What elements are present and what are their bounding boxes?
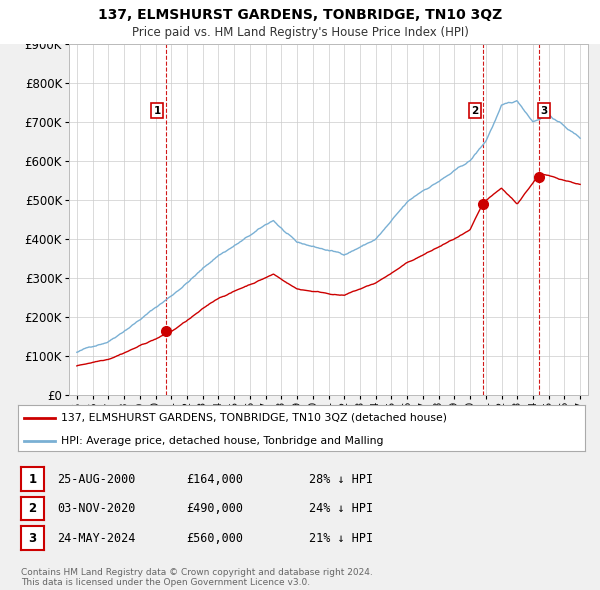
Text: 3: 3 xyxy=(28,532,37,545)
Text: 25-AUG-2000: 25-AUG-2000 xyxy=(57,473,136,486)
Text: 1: 1 xyxy=(28,473,37,486)
Text: 1: 1 xyxy=(154,106,161,116)
Text: 21% ↓ HPI: 21% ↓ HPI xyxy=(309,532,373,545)
Text: 24% ↓ HPI: 24% ↓ HPI xyxy=(309,502,373,515)
Text: 137, ELMSHURST GARDENS, TONBRIDGE, TN10 3QZ: 137, ELMSHURST GARDENS, TONBRIDGE, TN10 … xyxy=(98,8,502,22)
Text: 03-NOV-2020: 03-NOV-2020 xyxy=(57,502,136,515)
Text: Price paid vs. HM Land Registry's House Price Index (HPI): Price paid vs. HM Land Registry's House … xyxy=(131,26,469,39)
Text: HPI: Average price, detached house, Tonbridge and Malling: HPI: Average price, detached house, Tonb… xyxy=(61,436,383,446)
Text: £490,000: £490,000 xyxy=(186,502,243,515)
Text: 24-MAY-2024: 24-MAY-2024 xyxy=(57,532,136,545)
Text: 2: 2 xyxy=(471,106,478,116)
Text: Contains HM Land Registry data © Crown copyright and database right 2024.
This d: Contains HM Land Registry data © Crown c… xyxy=(21,568,373,587)
Text: £560,000: £560,000 xyxy=(186,532,243,545)
Text: 137, ELMSHURST GARDENS, TONBRIDGE, TN10 3QZ (detached house): 137, ELMSHURST GARDENS, TONBRIDGE, TN10 … xyxy=(61,413,446,423)
Text: £164,000: £164,000 xyxy=(186,473,243,486)
Text: 2: 2 xyxy=(28,502,37,515)
Text: 28% ↓ HPI: 28% ↓ HPI xyxy=(309,473,373,486)
Text: 3: 3 xyxy=(541,106,548,116)
